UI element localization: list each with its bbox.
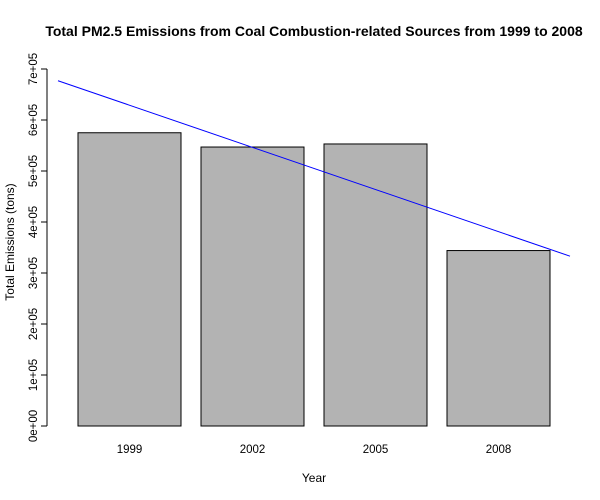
y-tick-label: 4e+05 xyxy=(28,206,40,238)
y-tick-label: 3e+05 xyxy=(28,257,40,289)
bar-series xyxy=(77,132,551,427)
y-tick-label: 5e+05 xyxy=(28,155,40,187)
trend-line-group xyxy=(57,80,571,257)
bar-2008 xyxy=(446,250,551,427)
bar-2005 xyxy=(323,143,428,427)
bar-1999 xyxy=(77,132,182,427)
y-tick-label: 7e+05 xyxy=(28,53,40,85)
trend-line xyxy=(57,80,571,257)
x-tick-label: 2008 xyxy=(486,444,512,456)
y-tick-label: 1e+05 xyxy=(28,359,40,391)
x-tick-label: 1999 xyxy=(117,444,143,456)
x-axis-label: Year xyxy=(302,471,326,485)
y-axis-label: Total Emissions (tons) xyxy=(3,183,17,300)
bar-2002 xyxy=(200,146,305,427)
y-axis: 0e+00 1e+05 2e+05 3e+05 4e+05 5e+05 6e+05 7e+05 xyxy=(28,53,48,442)
chart-title: Total PM2.5 Emissions from Coal Combusti… xyxy=(45,23,583,39)
y-tick-label: 0e+00 xyxy=(28,410,40,442)
x-tick-label: 2005 xyxy=(363,444,389,456)
y-tick-label: 2e+05 xyxy=(28,308,40,340)
x-tick-label: 2002 xyxy=(240,444,266,456)
y-tick-label: 6e+05 xyxy=(28,104,40,136)
x-axis-tick-labels: 1999 2002 2005 2008 xyxy=(117,444,512,456)
